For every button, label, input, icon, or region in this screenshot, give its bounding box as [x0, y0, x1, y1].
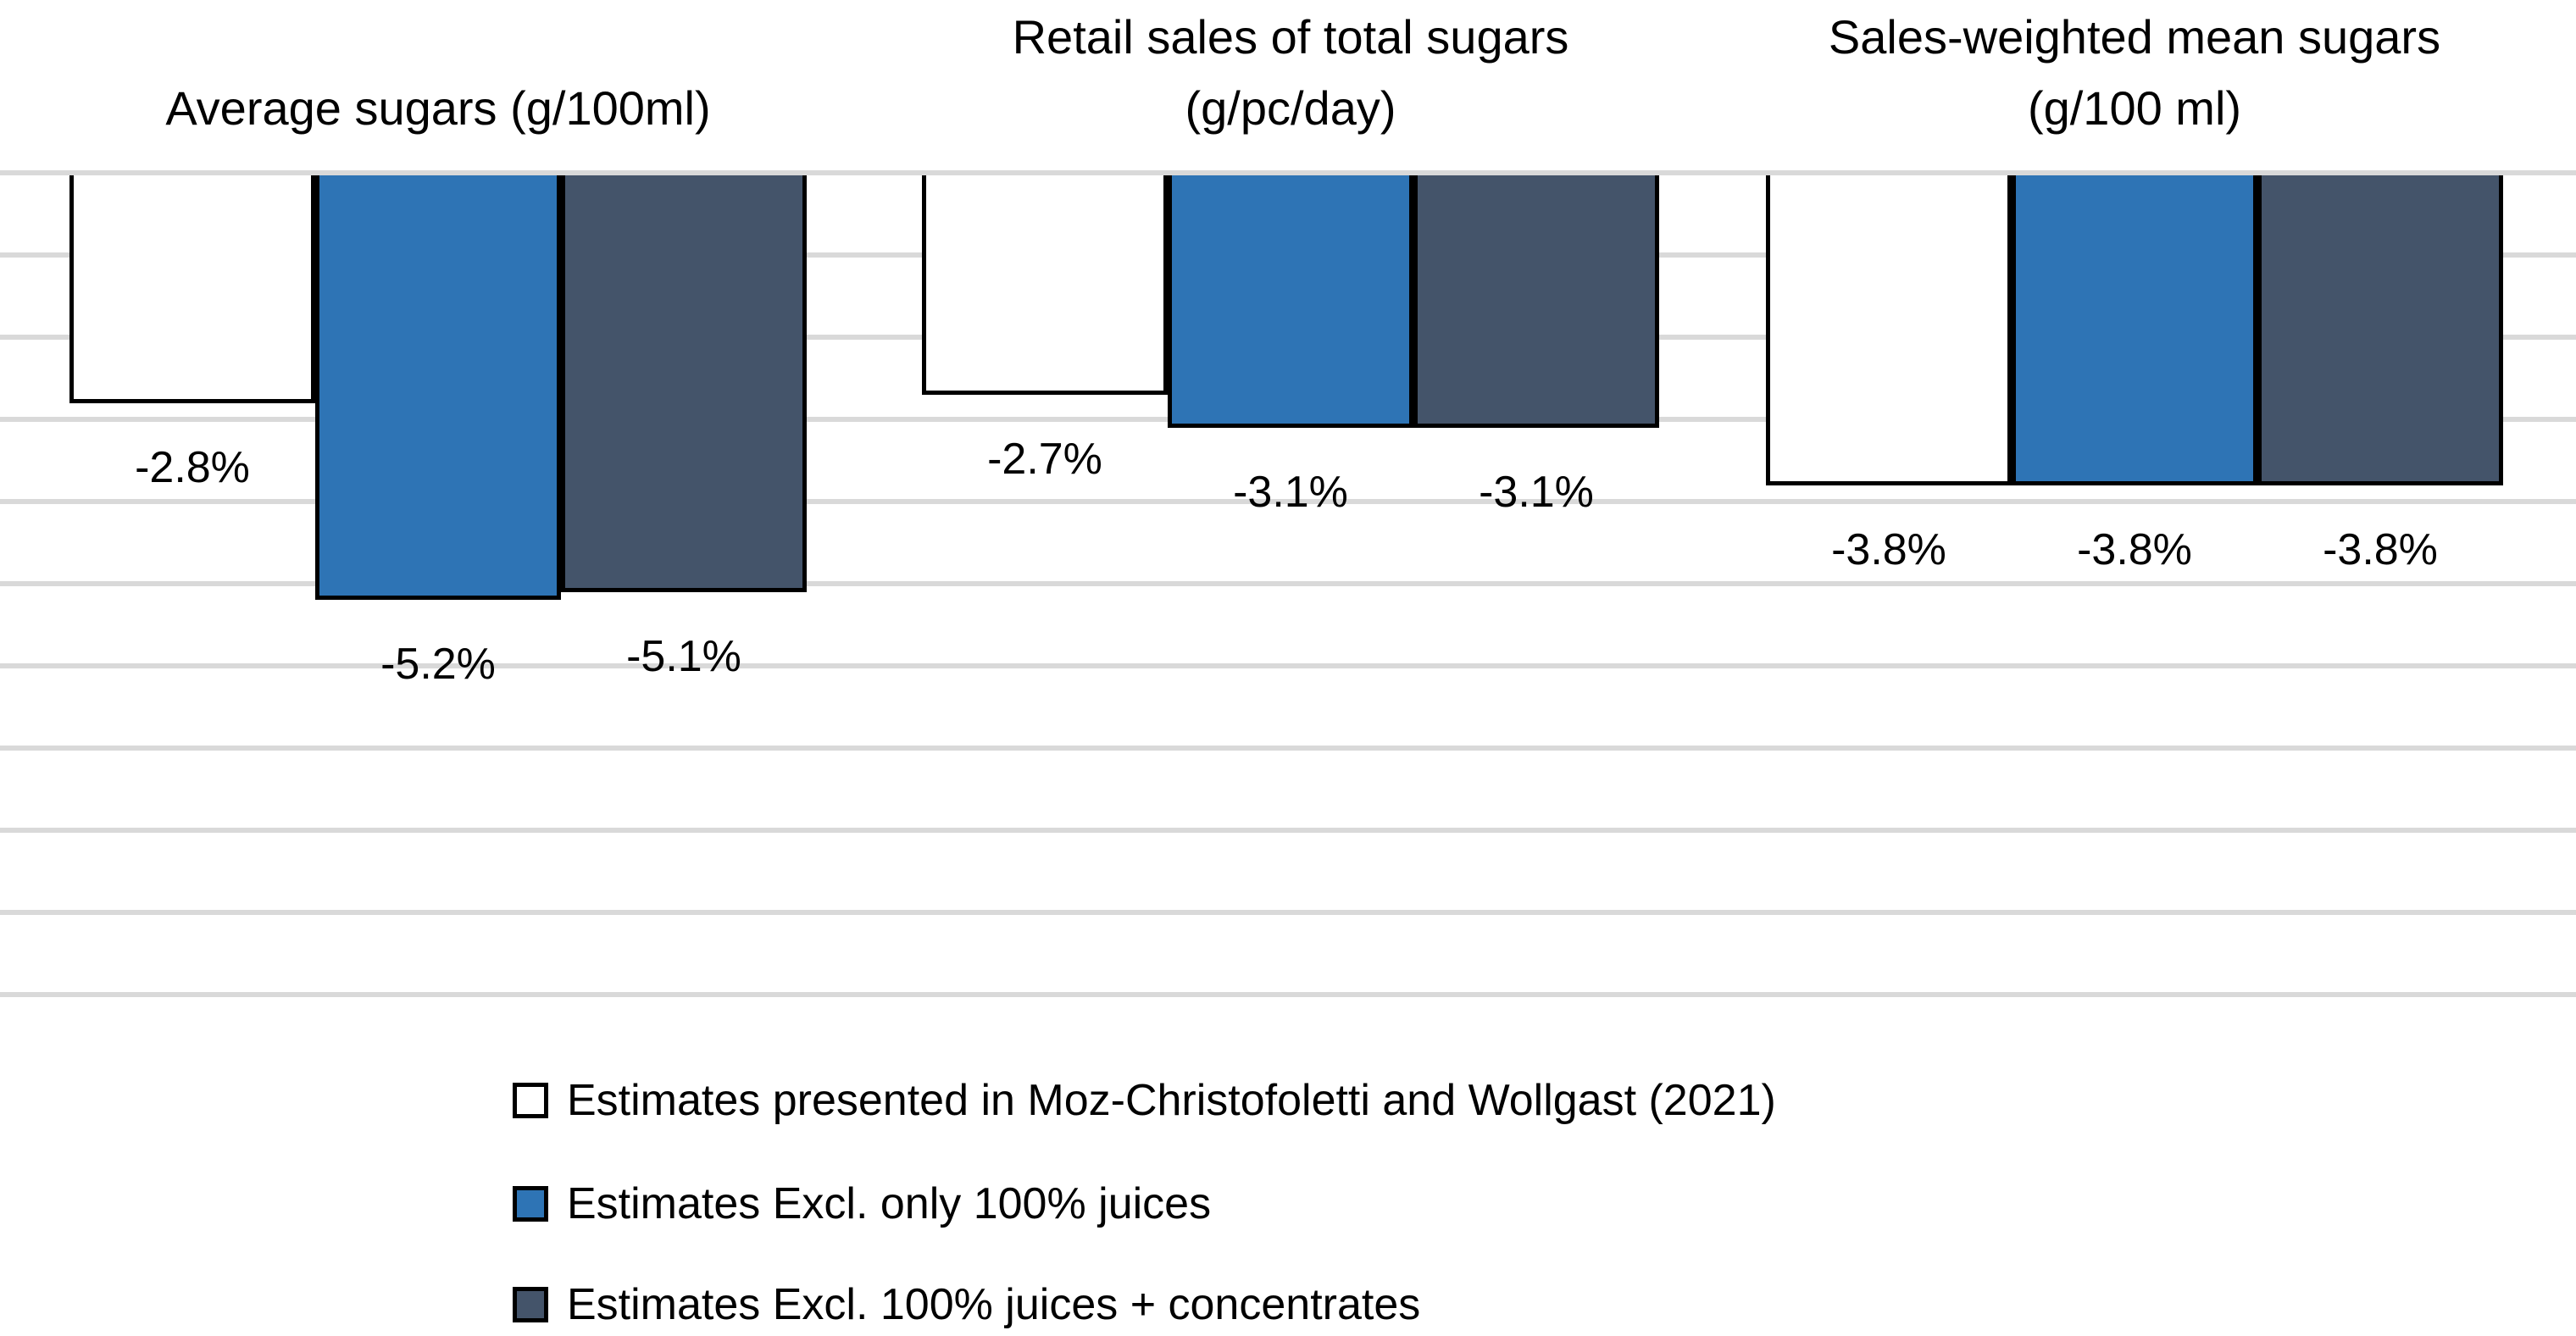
category-title-3: Sales-weighted mean sugars (g/100 ml) — [1728, 0, 2541, 144]
category-title-line: (g/pc/day) — [1185, 81, 1396, 135]
legend-label: Estimates Excl. only 100% juices — [567, 1179, 1212, 1228]
legend-item-2: Estimates Excl. only 100% juices — [513, 1177, 1211, 1231]
category-title-line: Retail sales of total sugars — [1012, 10, 1569, 64]
bar-series1-group1 — [69, 173, 315, 403]
legend-swatch-icon — [513, 1083, 548, 1118]
data-label: -2.7% — [987, 434, 1102, 484]
category-title-1: Average sugars (g/100ml) — [31, 0, 845, 144]
category-title-line: (g/100 ml) — [2027, 81, 2242, 135]
zero-baseline — [0, 170, 2576, 175]
legend-item-1: Estimates presented in Moz-Christofolett… — [513, 1073, 1776, 1128]
gridline — [0, 910, 2576, 915]
bar-series3-group1 — [561, 173, 807, 592]
category-title-line: Sales-weighted mean sugars — [1828, 10, 2441, 64]
data-label: -2.8% — [135, 442, 250, 492]
gridline — [0, 499, 2576, 504]
gridline — [0, 992, 2576, 997]
gridline — [0, 746, 2576, 751]
bar-series2-group3 — [2012, 173, 2257, 485]
category-title-2: Retail sales of total sugars (g/pc/day) — [884, 0, 1697, 144]
data-label: -3.1% — [1479, 467, 1594, 517]
category-title-line: Average sugars (g/100ml) — [165, 81, 711, 135]
legend-swatch-icon — [513, 1287, 548, 1322]
bar-series2-group1 — [315, 173, 561, 601]
legend-label: Estimates Excl. 100% juices + concentrat… — [567, 1280, 1421, 1329]
data-label: -3.8% — [2323, 524, 2438, 574]
bar-series3-group2 — [1413, 173, 1659, 428]
bar-series1-group3 — [1766, 173, 2012, 485]
gridline — [0, 581, 2576, 586]
data-label: -5.1% — [626, 631, 741, 681]
bar-series1-group2 — [922, 173, 1168, 395]
data-label: -5.2% — [380, 640, 496, 690]
legend-item-3: Estimates Excl. 100% juices + concentrat… — [513, 1278, 1420, 1332]
data-label: -3.8% — [2077, 524, 2192, 574]
legend-label: Estimates presented in Moz-Christofolett… — [567, 1076, 1776, 1125]
data-label: -3.1% — [1233, 467, 1348, 517]
gridline — [0, 663, 2576, 668]
data-label: -3.8% — [1831, 524, 1946, 574]
bar-series2-group2 — [1168, 173, 1413, 428]
bar-series3-group3 — [2257, 173, 2503, 485]
gridline — [0, 828, 2576, 833]
legend-swatch-icon — [513, 1186, 548, 1222]
